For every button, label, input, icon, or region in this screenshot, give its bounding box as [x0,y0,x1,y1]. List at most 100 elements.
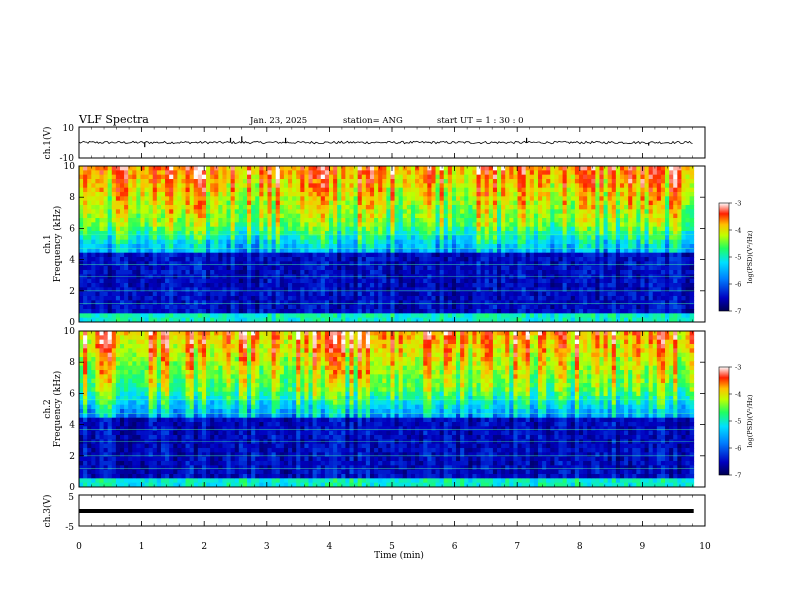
ch1-spectrogram-cell [558,166,563,171]
ch1-spectrogram-cell [324,270,330,275]
ch1-spectrogram-cell [517,209,523,215]
ch1-spectrogram-cell [210,213,215,219]
ch1-spectrogram-cell [353,287,359,293]
ch1-spectrogram-cell [492,222,498,228]
ch1-spectrogram-cell [140,226,145,232]
ch1-spectrogram-cell [357,196,363,202]
ch1-spectrogram-cell [484,170,490,176]
ch1-spectrogram-cell [222,196,227,202]
ch1-spectrogram-cell [300,261,305,267]
ch1-spectrogram-cell [115,235,121,241]
ch1-spectrogram-cell [365,231,371,236]
ch1-spectrogram-cell [476,252,482,258]
ch1-spectrogram-cell [214,170,219,176]
ch1-spectrogram-cell [206,287,211,293]
ch1-spectrogram-cell [402,187,408,193]
ch1-spectrogram-cell [275,283,281,288]
ch1-spectrogram-cell [214,226,219,232]
ch1-spectrogram-cell [423,265,428,271]
ch1-spectrogram-cell [148,179,154,184]
ch1-spectrogram-cell [472,257,477,262]
ch1-spectrogram-cell [410,239,416,245]
ch1-spectrogram-cell [386,222,391,228]
ch1-spectrogram-cell [509,270,514,275]
ch1-spectrogram-cell [497,309,502,314]
ch1-spectrogram-cell [521,170,527,176]
ch1-spectrogram-cell [513,257,518,262]
ch1-spectrogram-cell [382,166,387,171]
ch1-spectrogram-cell [542,261,547,267]
ch1-spectrogram-cell [79,317,84,323]
ch1-spectrogram-cell [443,209,449,215]
ch1-spectrogram-cell [583,179,588,184]
ch1-spectrogram-cell [99,248,104,254]
ch1-spectrogram-cell [607,166,613,171]
ch1-spectrogram-cell [226,209,232,215]
ch1-spectrogram-cell [201,179,207,184]
ch1-spectrogram-cell [554,218,559,223]
ch1-spectrogram-cell [484,291,490,297]
ch1-spectrogram-cell [439,196,445,202]
ch1-spectrogram-cell [607,183,613,189]
ch1-spectrogram-cell [464,313,469,319]
ch1-spectrogram-cell [591,231,596,236]
ch1-spectrogram-cell [111,170,117,176]
ch1-spectrogram-cell [394,187,400,193]
ch1-spectrogram-cell [533,170,539,176]
ch1-spectrogram-cell [456,300,461,306]
ch1-spectrogram-cell [574,179,580,184]
ch1-spectrogram-cell [234,257,240,262]
ch1-spectrogram-cell [91,179,96,184]
ch1-spectrogram-cell [624,252,629,258]
ch1-spectrogram-cell [119,231,125,236]
ch1-spectrogram-cell [632,309,637,314]
ch1-spectrogram-cell [398,248,404,254]
ch1-spectrogram-cell [578,265,584,271]
ch1-spectrogram-cell [288,309,293,314]
ch1-spectrogram-cell [79,192,84,197]
ch1-spectrogram-cell [509,231,514,236]
ch1-spectrogram-cell [521,187,527,193]
ch1-spectrogram-cell [124,231,129,236]
ch1-spectrogram-cell [456,166,461,171]
ch1-spectrogram-cell [87,265,92,271]
ch1-spectrogram-cell [406,196,412,202]
ch1-spectrogram-cell [431,296,436,301]
ch1-spectrogram-cell [603,239,609,245]
ch1-spectrogram-cell [201,257,207,262]
ch1-spectrogram-cell [566,205,572,210]
ch1-spectrogram-cell [361,222,367,228]
ch1-spectrogram-cell [472,291,477,297]
ch1-spectrogram-cell [640,196,645,202]
ch1-spectrogram-cell [156,183,162,189]
ch1-spectrogram-cell [390,291,395,297]
ch1-spectrogram-cell [611,317,617,323]
ch1-spectrogram-cell [587,300,592,306]
ch1-spectrogram-cell [341,283,346,288]
ch1-spectrogram-cell [538,296,543,301]
ch1-spectrogram-cell [201,213,207,219]
ch1-spectrogram-cell [83,239,88,245]
ch1-spectrogram-cell [460,244,465,249]
ch1-spectrogram-cell [480,261,486,267]
ch1-spectrogram-cell [476,218,482,223]
ch1-spectrogram-cell [382,261,387,267]
ch1-spectrogram-cell [497,200,502,206]
ch1-spectrogram-cell [119,283,125,288]
ch1-spectrogram-cell [431,205,436,210]
ch1-spectrogram-cell [353,200,359,206]
ch1-spectrogram-cell [136,166,141,171]
ch1-spectrogram-cell [607,213,613,219]
ch1-spectrogram-cell [189,265,195,271]
ch1-spectrogram-cell [160,226,166,232]
ch1-spectrogram-cell [554,226,559,232]
ch1-spectrogram-cell [468,257,473,262]
ch1-spectrogram-cell [431,183,436,189]
ch1-spectrogram-cell [615,213,621,219]
ch1-spectrogram-cell [234,213,240,219]
ch1-spectrogram-cell [312,278,318,284]
ch1-spectrogram-cell [132,257,137,262]
ch1-spectrogram-cell [242,174,248,180]
ch1-spectrogram-cell [111,222,117,228]
ch1-spectrogram-cell [275,222,281,228]
